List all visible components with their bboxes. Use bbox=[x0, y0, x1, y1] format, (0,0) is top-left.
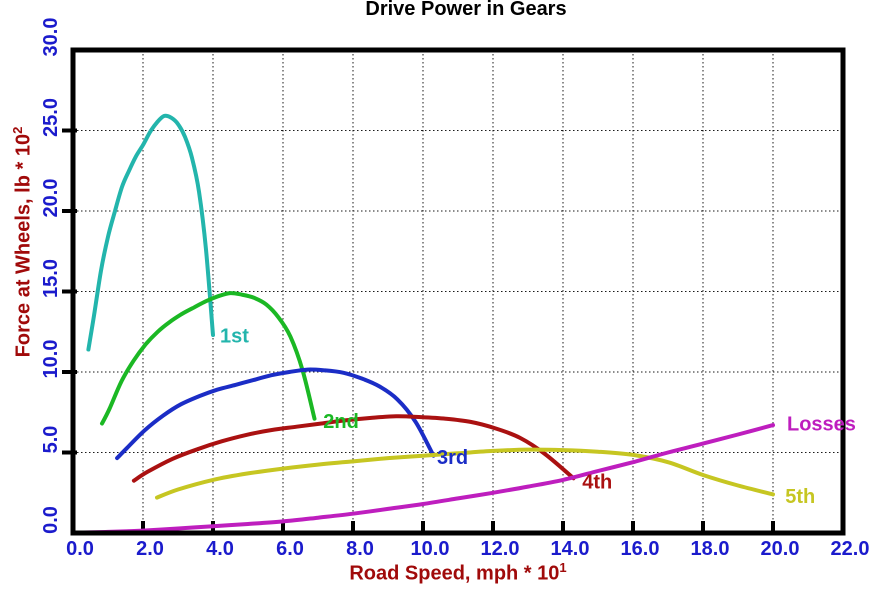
x-tick-label: 18.0 bbox=[691, 538, 730, 560]
x-tick-label: 22.0 bbox=[831, 538, 870, 560]
y-tick-label: 15.0 bbox=[40, 259, 62, 298]
series-curve-4th bbox=[131, 414, 576, 483]
y-tick-label: 20.0 bbox=[40, 179, 62, 218]
y-tick-label: 30.0 bbox=[40, 18, 62, 57]
x-tick-label: 10.0 bbox=[411, 538, 450, 560]
series-label-5th: 5th bbox=[785, 486, 815, 508]
x-axis-title-exponent: 1 bbox=[559, 560, 567, 575]
x-tick-label: 2.0 bbox=[136, 538, 164, 560]
x-tick-label: 4.0 bbox=[206, 538, 234, 560]
x-tick-label: 6.0 bbox=[276, 538, 304, 560]
y-tick-label: 10.0 bbox=[40, 340, 62, 379]
x-tick-label: 12.0 bbox=[481, 538, 520, 560]
x-tick-label: 20.0 bbox=[761, 538, 800, 560]
series-curve-losses bbox=[81, 423, 775, 535]
y-tick-label: 25.0 bbox=[40, 98, 62, 137]
x-axis-title: Road Speed, mph * 101 bbox=[73, 560, 843, 586]
y-tick-label: 0.0 bbox=[40, 506, 62, 534]
y-axis-title-text: Force at Wheels, lb * 10 bbox=[12, 133, 35, 358]
x-axis-title-text: Road Speed, mph * 10 bbox=[349, 562, 560, 585]
x-tick-label: 8.0 bbox=[346, 538, 374, 560]
series-label-losses: Losses bbox=[787, 413, 856, 435]
chart-title: Drive Power in Gears bbox=[365, 0, 567, 20]
series-curve-1st bbox=[86, 113, 215, 352]
series-curve-3rd bbox=[115, 367, 436, 461]
y-axis-title: Force at Wheels, lb * 102 bbox=[6, 112, 35, 372]
series-label-3rd: 3rd bbox=[437, 447, 468, 469]
y-axis-title-exponent: 2 bbox=[10, 126, 25, 134]
series-curve-2nd bbox=[100, 291, 317, 426]
plot-frame bbox=[70, 47, 846, 536]
x-tick-label: 14.0 bbox=[551, 538, 590, 560]
series-curve-5th bbox=[155, 447, 775, 500]
series-label-2nd: 2nd bbox=[323, 411, 359, 433]
series-label-4th: 4th bbox=[582, 471, 612, 493]
series-label-1st: 1st bbox=[220, 326, 249, 348]
y-tick-label: 5.0 bbox=[40, 426, 62, 454]
x-tick-label: 0.0 bbox=[66, 538, 94, 560]
x-tick-label: 16.0 bbox=[621, 538, 660, 560]
